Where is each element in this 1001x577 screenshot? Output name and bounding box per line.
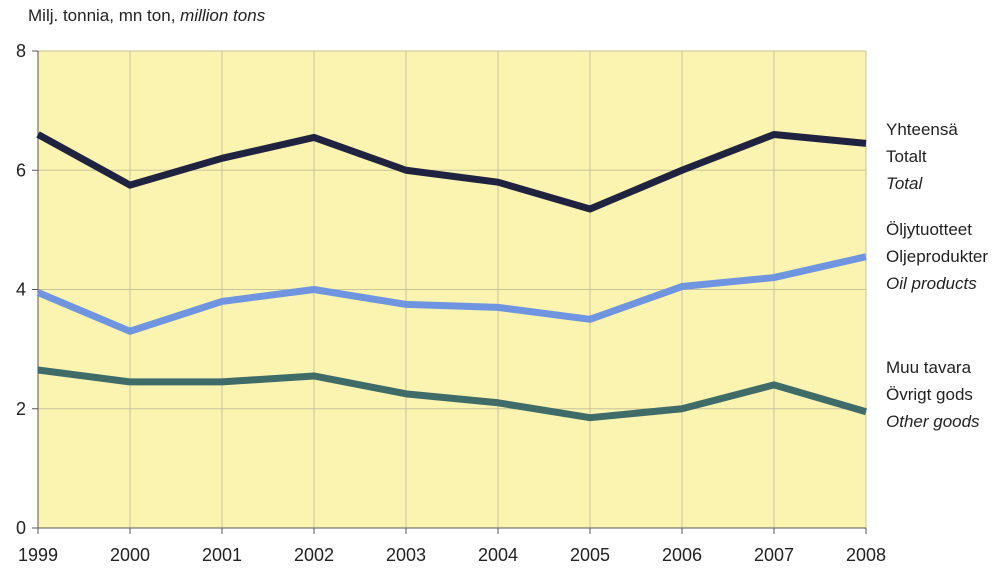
x-tick-label: 2007 — [754, 545, 794, 565]
unit-label-en: million tons — [180, 6, 266, 25]
x-tick-label: 2001 — [202, 545, 242, 565]
x-tick-label: 2002 — [294, 545, 334, 565]
unit-label-sv: mn ton, — [118, 6, 176, 25]
legend-total-fi: Yhteensä — [886, 120, 958, 139]
unit-label-fi: Milj. tonnia, — [28, 6, 114, 25]
series-line-oil-products — [36, 253, 867, 335]
legend-oil-fi: Öljytuotteet — [886, 220, 972, 239]
legend-total-sv: Totalt — [886, 147, 927, 166]
legend-total-en: Total — [886, 174, 923, 193]
series-line-total — [36, 130, 867, 213]
x-tick-label: 2006 — [662, 545, 702, 565]
series-line-other-goods — [37, 366, 867, 422]
legend-oil-en: Oil products — [886, 274, 977, 293]
x-tick-label: 2005 — [570, 545, 610, 565]
legend-entry-oil-products: Öljytuotteet Oljeprodukter Oil products — [886, 216, 988, 297]
y-tick-label: 2 — [16, 399, 26, 419]
y-tick-label: 6 — [16, 160, 26, 180]
legend-oil-sv: Oljeprodukter — [886, 247, 989, 266]
y-tick-label: 0 — [16, 518, 26, 538]
x-tick-label: 2003 — [386, 545, 426, 565]
legend-entry-other-goods: Muu tavara Övrigt gods Other goods — [886, 354, 980, 435]
x-tick-label: 2008 — [846, 545, 886, 565]
y-unit-label: Milj. tonnia, mn ton, million tons — [28, 6, 265, 26]
legend-other-fi: Muu tavara — [886, 358, 972, 377]
legend-entry-total: Yhteensä Totalt Total — [886, 116, 958, 197]
y-tick-label: 8 — [16, 41, 26, 61]
legend-other-sv: Övrigt gods — [886, 385, 973, 404]
x-tick-label: 2000 — [110, 545, 150, 565]
legend-other-en: Other goods — [886, 412, 980, 431]
y-tick-label: 4 — [16, 280, 26, 300]
x-tick-label: 2004 — [478, 545, 518, 565]
x-tick-label: 1999 — [18, 545, 58, 565]
